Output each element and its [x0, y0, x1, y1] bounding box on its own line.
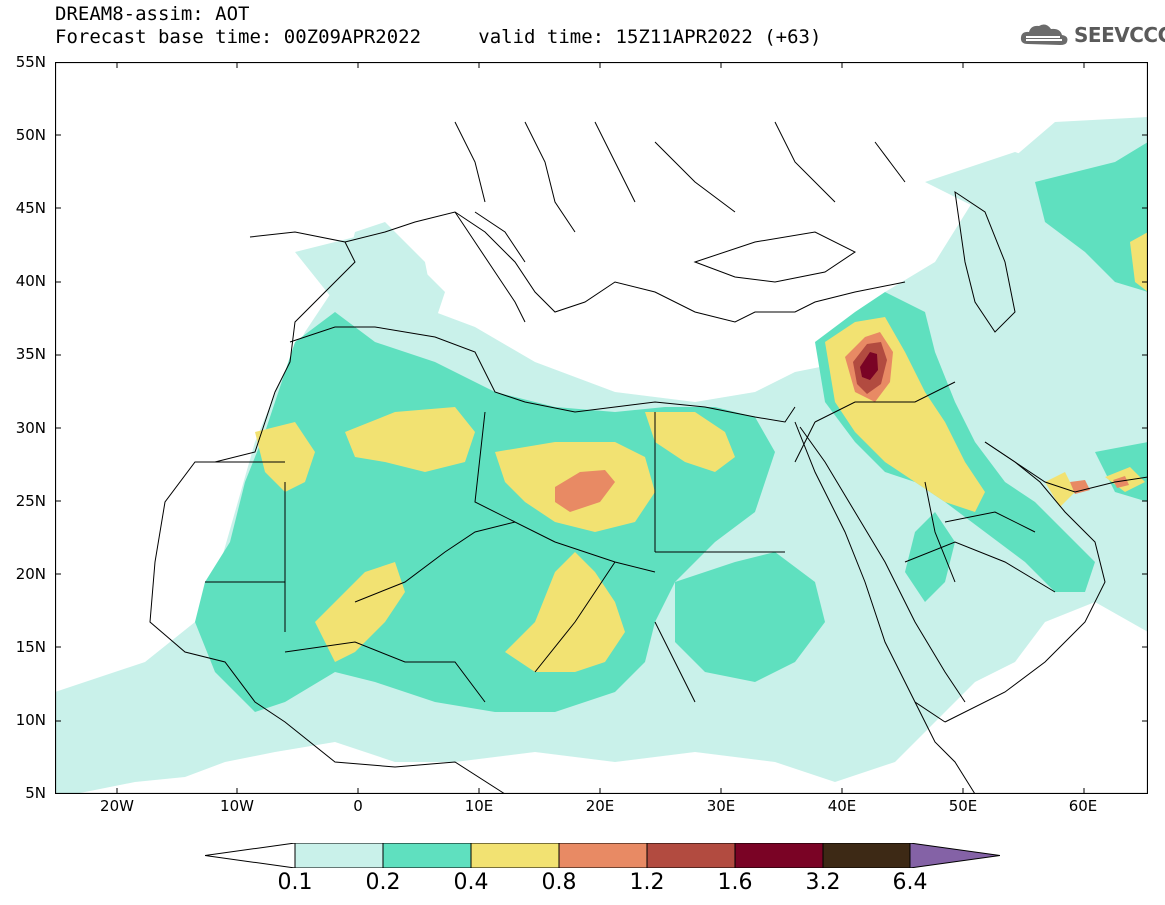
- colorbar-high-arrow: [909, 843, 1000, 868]
- time-info: Forecast base time: 00Z09APR2022 valid t…: [55, 27, 821, 47]
- lat-label-55n: 55N: [15, 53, 46, 71]
- logo-text: SEEVCCC: [1074, 23, 1165, 47]
- lat-label-25n: 25N: [15, 492, 46, 510]
- colorbar-label-1-2: 1.2: [629, 870, 665, 895]
- colorbar-segment-5: [646, 843, 736, 868]
- coastlines: [149, 121, 1148, 794]
- lon-label-20w: 20W: [100, 797, 134, 815]
- colorbar-label-6-4: 6.4: [892, 870, 928, 895]
- lon-label-10w: 10W: [220, 797, 254, 815]
- lat-label-35n: 35N: [15, 345, 46, 363]
- colorbar-label-3-2: 3.2: [805, 870, 841, 895]
- lat-label-30n: 30N: [15, 419, 46, 437]
- lat-label-10n: 10N: [15, 711, 46, 729]
- valid-time-label: valid time: 15Z11APR2022 (+63): [478, 26, 822, 48]
- colorbar-label-1-6: 1.6: [717, 870, 753, 895]
- map-ticks: [55, 62, 1148, 794]
- lat-label-5n: 5N: [25, 784, 46, 802]
- lon-label-60e: 60E: [1068, 797, 1098, 815]
- lon-label-50e: 50E: [948, 797, 978, 815]
- colorbar-segment-7: [822, 843, 911, 868]
- colorbar-segment-1: [294, 843, 384, 868]
- colorbar-segment-3: [470, 843, 560, 868]
- colorbar-segment-4: [558, 843, 648, 868]
- lon-label-40e: 40E: [827, 797, 857, 815]
- colorbar: [205, 843, 1000, 868]
- colorbar-label-0-2: 0.2: [365, 870, 401, 895]
- lat-label-20n: 20N: [15, 565, 46, 583]
- colorbar-label-0-1: 0.1: [277, 870, 313, 895]
- colorbar-segment-6: [734, 843, 824, 868]
- colorbar-label-0-8: 0.8: [541, 870, 577, 895]
- aot-map: [55, 62, 1148, 794]
- lat-label-15n: 15N: [15, 638, 46, 656]
- map-border: [55, 62, 1148, 794]
- colorbar-segment-2: [382, 843, 472, 868]
- lat-label-50n: 50N: [15, 126, 46, 144]
- lon-label-0: 0: [353, 797, 363, 815]
- lon-label-10e: 10E: [464, 797, 494, 815]
- base-time-label: Forecast base time: 00Z09APR2022: [55, 26, 422, 48]
- map-title: DREAM8-assim: AOT: [55, 3, 250, 25]
- lon-label-30e: 30E: [706, 797, 736, 815]
- lat-label-40n: 40N: [15, 272, 46, 290]
- colorbar-low-arrow: [205, 843, 296, 868]
- lat-label-45n: 45N: [15, 199, 46, 217]
- aot-band-1-6: [860, 352, 878, 380]
- seevccc-logo: SEEVCCC: [1018, 22, 1165, 48]
- lon-label-20e: 20E: [585, 797, 615, 815]
- colorbar-label-0-4: 0.4: [453, 870, 489, 895]
- cloud-logo-icon: [1020, 24, 1068, 45]
